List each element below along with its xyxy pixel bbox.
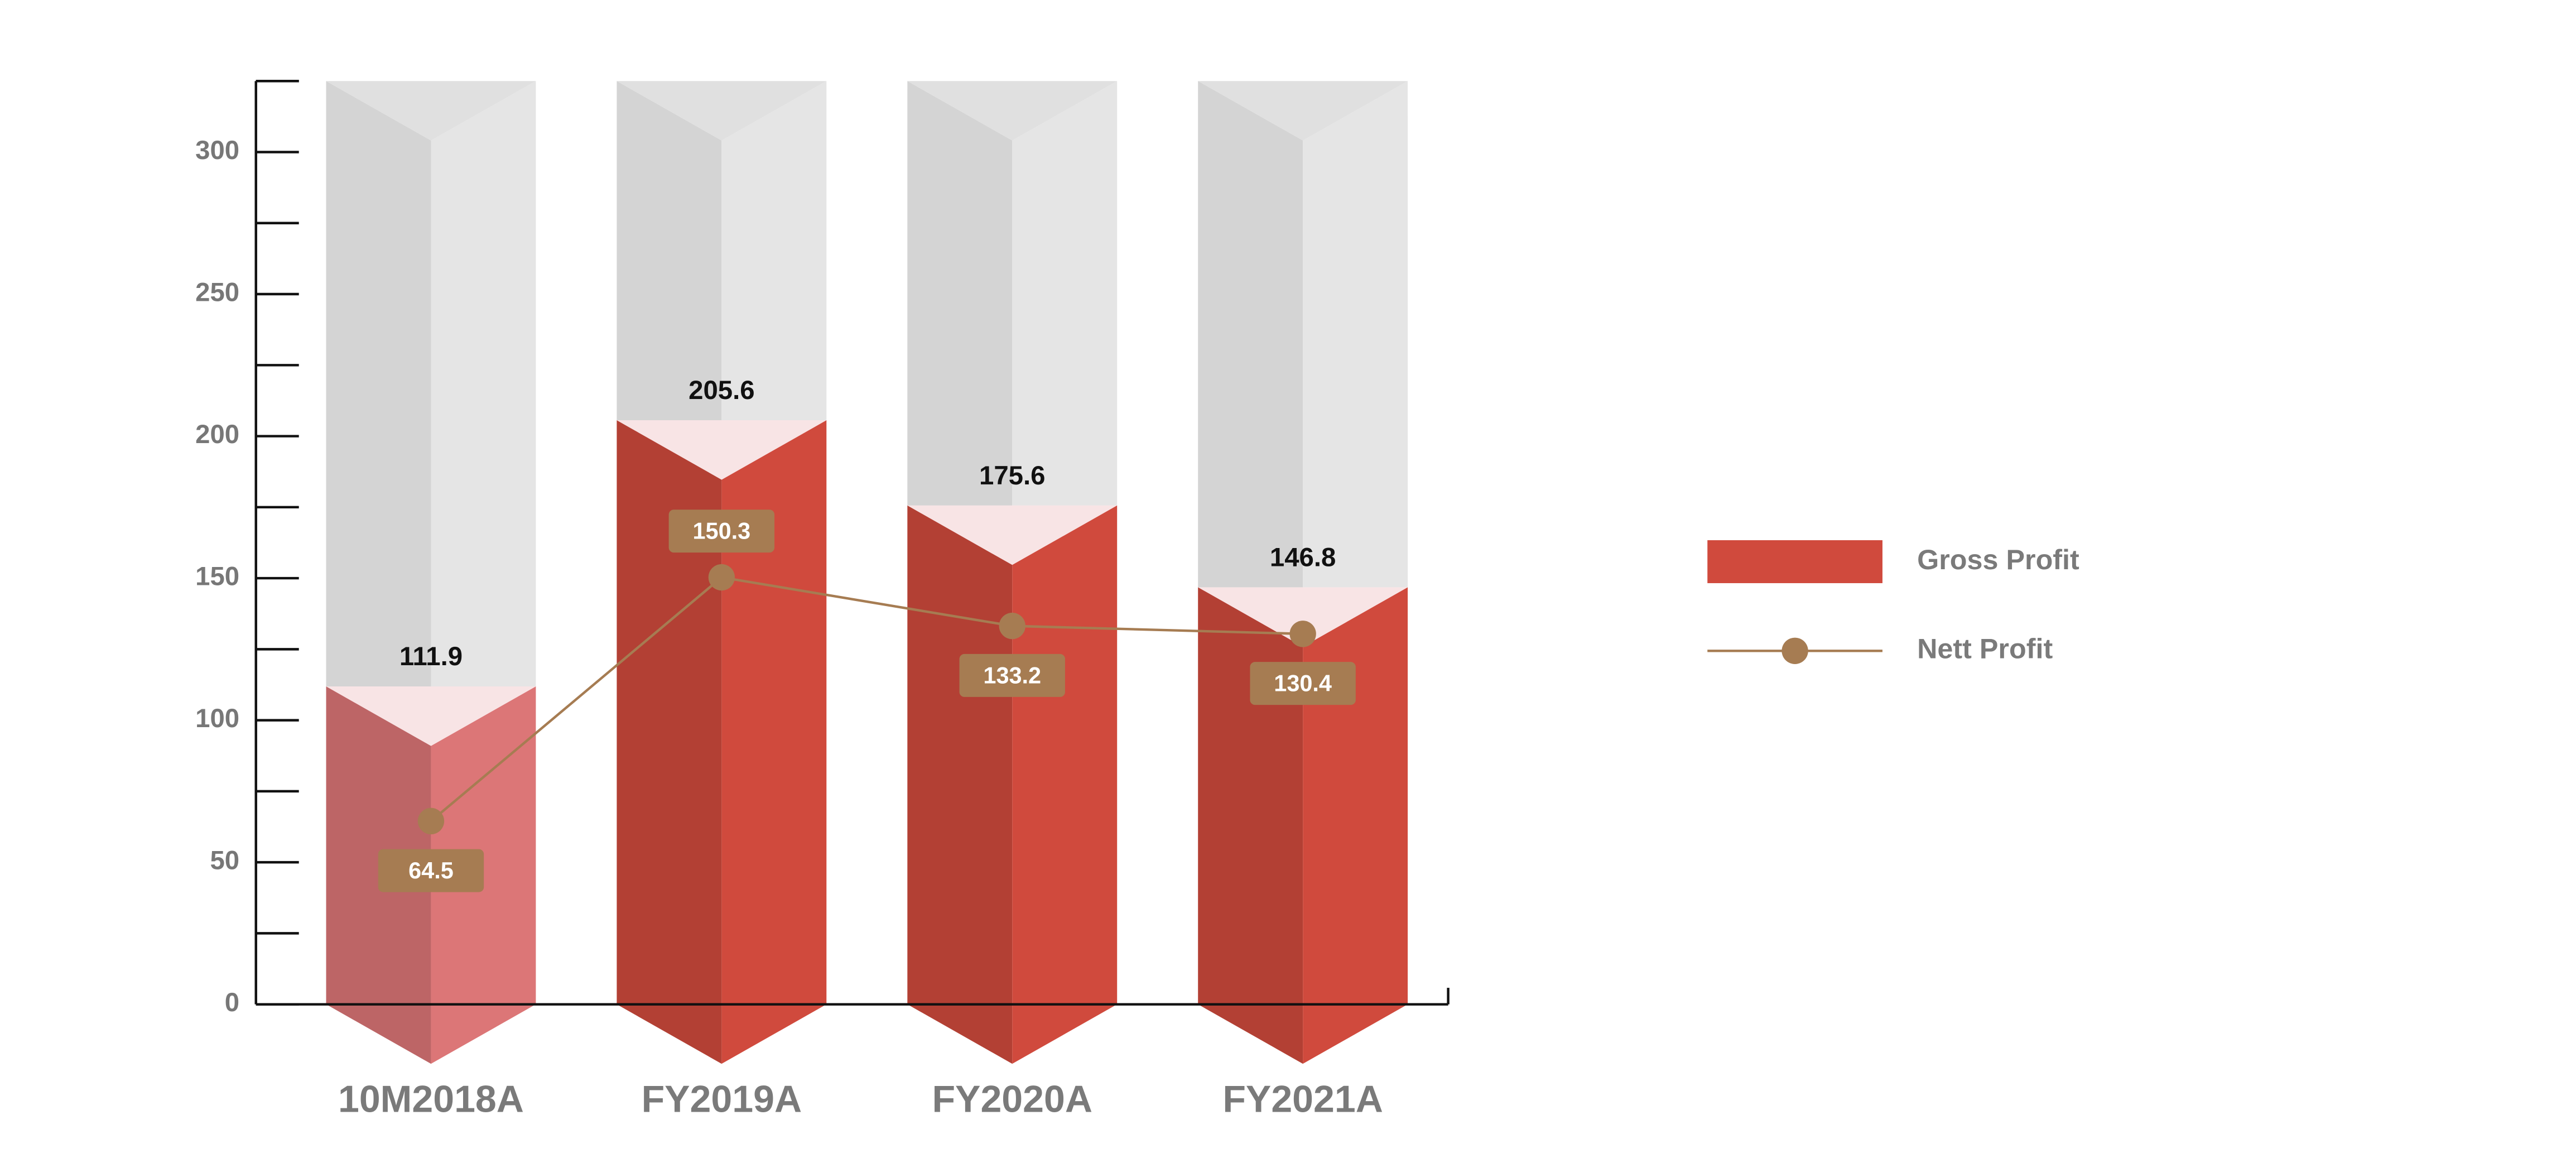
bar-background <box>907 81 1013 506</box>
bar-face-left <box>1198 587 1303 1064</box>
data-label: 133.2 <box>983 662 1041 688</box>
data-label: 205.6 <box>688 376 754 405</box>
bar-background <box>326 81 431 687</box>
bar-background <box>1012 81 1118 506</box>
bar-top <box>617 420 827 480</box>
data-label: 64.5 <box>408 857 454 883</box>
x-tick-label: 10M2018A <box>338 1078 524 1120</box>
bar <box>907 505 1118 1064</box>
bar-face-left <box>907 505 1013 1064</box>
bar-background <box>721 81 827 421</box>
data-label-box <box>959 653 1065 697</box>
data-label-box <box>1250 662 1356 705</box>
bar-face-right <box>1012 505 1118 1064</box>
y-tick-label: 300 <box>195 136 239 165</box>
data-label: 130.4 <box>1274 670 1332 696</box>
bar-background <box>617 81 722 421</box>
y-tick-label: 250 <box>195 278 239 307</box>
bar-background <box>907 81 1118 141</box>
bar-top <box>907 505 1118 565</box>
data-label: 111.9 <box>399 642 463 671</box>
bar <box>1198 587 1408 1064</box>
data-label: 146.8 <box>1270 543 1336 573</box>
x-tick-label: FY2020A <box>932 1078 1092 1120</box>
y-tick-label: 0 <box>225 988 239 1017</box>
line <box>430 576 1303 823</box>
bar-top <box>326 686 536 746</box>
y-tick-label: 100 <box>195 704 239 733</box>
bar-background <box>1198 81 1303 588</box>
line-marker <box>417 808 445 834</box>
legend-marker <box>1781 637 1808 664</box>
bar-background <box>617 81 827 141</box>
x-tick-label: FY2021A <box>1222 1078 1383 1120</box>
bar-background <box>431 81 536 687</box>
x-tick-label: FY2019A <box>642 1078 802 1120</box>
y-tick-label: 50 <box>210 846 239 876</box>
bar-background <box>1303 81 1408 588</box>
bar-face-right <box>1303 587 1408 1064</box>
y-tick-label: 200 <box>195 420 239 449</box>
line-marker <box>999 612 1025 640</box>
y-tick-label: 150 <box>195 562 239 592</box>
data-label-box <box>668 510 775 553</box>
bar-background <box>326 81 536 141</box>
bar-background <box>1198 81 1408 141</box>
legend-label: Nett Profit <box>1917 633 2053 665</box>
data-label: 175.6 <box>979 461 1045 491</box>
bar-face-left <box>617 420 722 1064</box>
line-marker <box>708 564 735 591</box>
bar-top <box>1198 587 1408 647</box>
legend-swatch <box>1707 540 1882 583</box>
line-marker <box>1289 621 1316 647</box>
legend-label: Gross Profit <box>1917 544 2079 575</box>
data-label: 150.3 <box>693 518 751 544</box>
data-label-box <box>378 849 484 892</box>
